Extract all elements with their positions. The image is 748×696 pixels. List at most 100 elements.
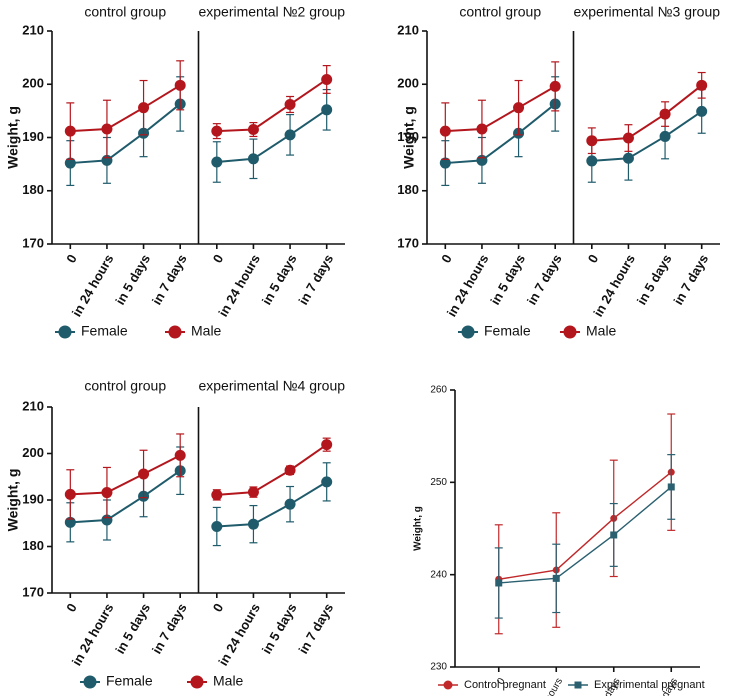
legend-label: Control pregnant [464, 679, 546, 691]
y-tick-label: 180 [22, 182, 44, 197]
point [247, 124, 259, 136]
x-tick-label: 0 [585, 252, 602, 266]
point [211, 125, 223, 137]
series-line [591, 84, 703, 142]
x-tick-label: in 5 days [487, 252, 528, 308]
point [586, 155, 598, 167]
x-tick-label: in 7 days [524, 252, 565, 308]
point [476, 123, 488, 135]
x-tick-label: in 7 days [149, 252, 190, 308]
point [552, 574, 560, 582]
point [659, 130, 671, 142]
point [622, 152, 634, 164]
legend-label: Male [191, 323, 222, 339]
x-tick-label: in 5 days [112, 601, 153, 657]
legend-label: Female [81, 323, 128, 339]
x-tick-label: in 5 days [634, 252, 675, 308]
point [439, 157, 451, 169]
point [247, 518, 259, 530]
point [174, 79, 186, 91]
point [284, 464, 296, 476]
y-tick-label: 260 [430, 385, 447, 396]
x-tick-label: in 5 days [259, 601, 300, 657]
x-tick-label: in 7 days [295, 601, 336, 657]
y-tick-label: 170 [397, 235, 419, 250]
point [659, 108, 671, 120]
point [64, 157, 76, 169]
point [495, 579, 503, 587]
legend-marker [58, 325, 72, 339]
point [101, 487, 113, 499]
point [284, 98, 296, 110]
group-title: control group [84, 378, 166, 394]
series-line [498, 471, 672, 580]
series-line [591, 110, 703, 162]
point [667, 483, 675, 491]
y-tick-label: 240 [430, 569, 447, 580]
point [696, 105, 708, 117]
y-tick-label: 200 [397, 76, 419, 91]
point [696, 79, 708, 91]
y-axis-label: Weight, g [413, 506, 424, 551]
y-tick-label: 200 [22, 445, 44, 460]
legend-label: Male [586, 323, 617, 339]
legend-label: Male [213, 673, 244, 689]
y-tick-label: 250 [430, 477, 447, 488]
legend-marker [574, 681, 582, 689]
point [247, 153, 259, 165]
series-line [70, 454, 181, 496]
legend-marker [563, 325, 577, 339]
x-tick-label: 0 [63, 601, 80, 615]
point [549, 80, 561, 92]
y-axis-label: Weight, g [5, 106, 21, 169]
x-tick-label: in 7 days [670, 252, 711, 308]
point [622, 132, 634, 144]
series-line [216, 78, 328, 133]
point [211, 521, 223, 533]
legend-marker [83, 675, 97, 689]
x-tick-label: in 7 days [295, 252, 336, 308]
x-tick-label: 0 [438, 252, 455, 266]
point [586, 135, 598, 147]
group-title: experimental №2 group [198, 4, 345, 20]
x-tick-label: 0 [210, 601, 227, 615]
x-tick-label: 0 [495, 676, 508, 687]
legend-marker [190, 675, 204, 689]
x-tick-label: 0 [63, 252, 80, 266]
group-title: experimental №3 group [573, 4, 720, 20]
y-tick-label: 210 [22, 22, 44, 37]
series-line [498, 486, 672, 584]
y-tick-label: 180 [397, 182, 419, 197]
point [138, 468, 150, 480]
legend-label: Female [484, 323, 531, 339]
y-axis-label: Weight, g [401, 106, 417, 169]
point [321, 476, 333, 488]
y-tick-label: 170 [22, 235, 44, 250]
series-line [216, 443, 328, 496]
legend-marker [168, 325, 182, 339]
point [138, 102, 150, 114]
series-line [216, 481, 328, 528]
y-axis-label: Weight, g [5, 469, 21, 532]
legend-marker [461, 325, 475, 339]
y-tick-label: 170 [22, 584, 44, 599]
point [284, 498, 296, 510]
group-title: experimental №4 group [198, 378, 345, 394]
x-tick-label: in 5 days [112, 252, 153, 308]
y-tick-label: 190 [22, 129, 44, 144]
point [211, 156, 223, 168]
point [513, 102, 525, 114]
series-line [70, 469, 181, 524]
group-title: control group [84, 4, 166, 20]
y-tick-label: 230 [430, 662, 447, 673]
group-title: control group [459, 4, 541, 20]
y-tick-label: 180 [22, 538, 44, 553]
series-line [445, 103, 556, 165]
point [64, 125, 76, 137]
x-tick-label: in 5 days [259, 252, 300, 308]
y-tick-label: 210 [397, 22, 419, 37]
point [174, 449, 186, 461]
y-tick-label: 210 [22, 398, 44, 413]
point [610, 531, 618, 539]
